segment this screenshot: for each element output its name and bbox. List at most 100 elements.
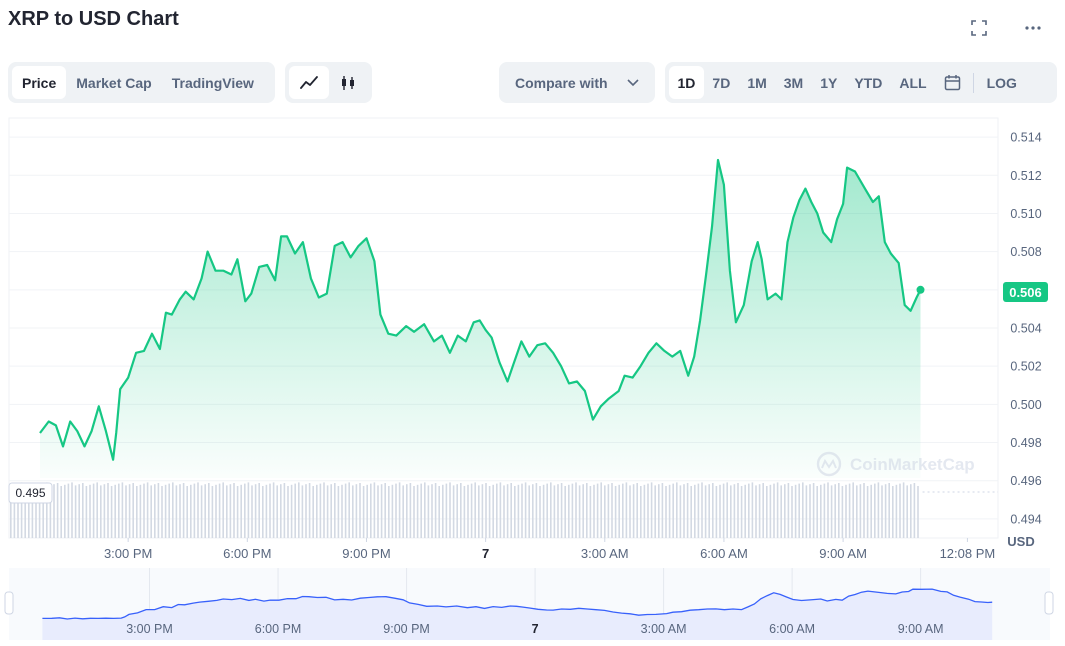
volume-bar — [888, 483, 890, 538]
volume-bar — [478, 485, 480, 538]
volume-bar — [809, 484, 811, 538]
navigator-handle-left[interactable] — [4, 591, 14, 615]
y-tick-label: 0.504 — [1010, 322, 1041, 336]
candlestick-chart-button[interactable] — [329, 66, 369, 99]
navigator-x-tick-label: 9:00 AM — [898, 622, 944, 636]
x-tick-label: 3:00 AM — [581, 546, 629, 561]
volume-bar — [222, 482, 224, 538]
volume-bar — [643, 484, 646, 538]
volume-bar — [532, 484, 534, 538]
volume-bar — [348, 482, 350, 538]
volume-bar — [398, 482, 401, 538]
fullscreen-icon[interactable] — [967, 16, 991, 40]
navigator-handle-right[interactable] — [1044, 591, 1054, 615]
range-3m[interactable]: 3M — [783, 74, 804, 91]
volume-bar — [373, 482, 376, 538]
volume-bar — [794, 484, 797, 538]
volume-bar — [892, 486, 894, 538]
volume-bar — [658, 484, 660, 538]
calendar-button[interactable] — [935, 66, 969, 99]
volume-bar — [834, 484, 836, 538]
volume-bar — [434, 483, 437, 538]
more-icon[interactable] — [1021, 16, 1045, 40]
volume-bar — [85, 486, 88, 538]
volume-bar — [413, 486, 415, 538]
volume-bar — [445, 483, 448, 538]
volume-bar — [877, 482, 880, 538]
volume-bar — [294, 483, 296, 538]
volume-bar — [13, 484, 16, 538]
volume-bar — [640, 486, 642, 538]
volume-bar — [485, 483, 487, 538]
volume-bar — [316, 484, 318, 538]
volume-bar — [589, 486, 592, 538]
volume-bar — [676, 482, 678, 538]
volume-bar — [506, 484, 509, 538]
tab-tradingview[interactable]: TradingView — [171, 74, 254, 91]
volume-bar — [863, 483, 865, 538]
range-all[interactable]: ALL — [899, 74, 927, 91]
volume-bar — [229, 484, 232, 538]
volume-bar — [323, 482, 325, 538]
line-chart-button[interactable] — [289, 66, 329, 99]
volume-bar — [200, 485, 203, 538]
range-1m[interactable]: 1M — [747, 74, 767, 91]
volume-bar — [53, 484, 55, 538]
volume-bar — [632, 484, 635, 538]
volume-bar — [766, 486, 768, 538]
tab-price[interactable]: Price — [12, 66, 67, 99]
volume-bar — [845, 484, 847, 538]
range-navigator[interactable]: 3:00 PM 6:00 PM 9:00 PM 7 3:00 AM 6:00 AM 9:00… — [4, 568, 1054, 640]
range-1y[interactable]: 1Y — [820, 74, 838, 91]
volume-bar — [611, 483, 613, 538]
volume-bar — [546, 483, 548, 538]
volume-bar — [20, 482, 23, 538]
volume-bar — [380, 484, 383, 538]
min-value-label: 0.495 — [15, 486, 45, 500]
volume-bar — [499, 482, 502, 538]
range-1d[interactable]: 1D — [669, 66, 704, 99]
volume-bar — [488, 486, 491, 538]
volume-bar — [902, 482, 905, 538]
volume-bar — [132, 483, 134, 538]
volume-bar — [762, 483, 764, 538]
volume-bar — [370, 483, 372, 538]
volume-bar — [452, 485, 455, 538]
volume-bar — [744, 484, 746, 538]
y-tick-label: 0.500 — [1010, 398, 1041, 412]
volume-bar — [503, 485, 505, 538]
volume-bar — [830, 485, 833, 538]
volume-bar — [812, 483, 815, 538]
volume-bar — [92, 483, 95, 538]
x-tick-label: 3:00 PM — [104, 546, 152, 561]
volume-bar — [733, 484, 736, 538]
range-7d[interactable]: 7D — [712, 74, 731, 91]
volume-bar — [694, 484, 696, 538]
volume-bar — [910, 484, 912, 538]
volume-bar — [60, 486, 62, 538]
volume-bar — [722, 483, 725, 538]
volume-bar — [265, 484, 268, 538]
volume-bar — [337, 486, 340, 538]
volume-bar — [827, 482, 829, 538]
volume-bar — [604, 485, 606, 538]
volume-bar — [175, 485, 178, 538]
volume-bar — [28, 484, 30, 538]
volume-bar — [218, 483, 221, 538]
volume-bar — [568, 484, 570, 538]
volume-bar — [690, 486, 692, 538]
candlestick-icon — [342, 75, 355, 90]
log-scale-toggle[interactable]: LOG — [986, 74, 1017, 91]
volume-bar — [755, 485, 757, 538]
volume-bar — [510, 483, 512, 538]
volume-bar — [881, 485, 883, 538]
range-ytd[interactable]: YTD — [854, 74, 883, 91]
volume-bar — [625, 482, 628, 538]
volume-bar — [190, 484, 192, 538]
compare-dropdown[interactable]: Compare with — [499, 62, 655, 103]
tab-market-cap[interactable]: Market Cap — [76, 74, 152, 91]
volume-bar — [438, 486, 440, 538]
volume-bar — [10, 486, 12, 538]
last-price-point — [916, 285, 925, 294]
